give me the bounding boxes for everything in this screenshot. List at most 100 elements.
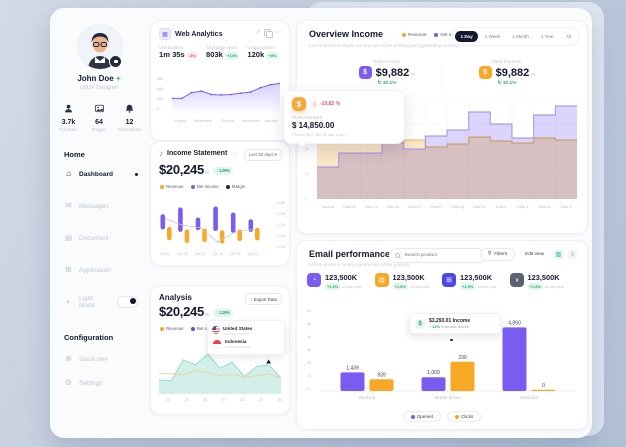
time-range-control: 1 Day 1 Week 1 Month 1 Year All xyxy=(452,27,579,46)
expand-icon[interactable]: ↗ xyxy=(254,30,260,36)
analysis-amount: $20,245.00 ↑ 1.29% xyxy=(159,304,233,319)
income-statement-card: ♪ Income Statement ⓘ Last 30 days ▾ $20,… xyxy=(150,141,290,266)
purchases-delta: ↓ -10,82 % xyxy=(311,100,340,108)
sidebar-item-document[interactable]: ▤ Document xyxy=(64,232,138,244)
light-mode-toggle[interactable] xyxy=(117,296,138,308)
range-all[interactable]: All xyxy=(565,34,571,39)
web-stat-visit-duration: Visit duration 1m 35s -8% xyxy=(159,45,198,59)
card-title: Income Statement xyxy=(167,150,228,157)
x-tick: Data Cc xyxy=(364,205,378,209)
card-title: Analysis xyxy=(159,293,192,302)
sidebar-item-dashboard[interactable]: ⌂ Dashboard xyxy=(64,168,138,180)
info-icon[interactable]: ⓘ xyxy=(231,151,237,158)
tooltip-row-us[interactable]: United States xyxy=(212,324,280,337)
purchases-popup[interactable]: $ ↓ -10,82 % PURCHASES $ 14,850.00 Recent… xyxy=(283,90,405,144)
legend-pill-clicks[interactable]: Clicks xyxy=(447,411,482,422)
trend-badge: +1.9% xyxy=(527,283,543,290)
tooltip-row-id[interactable]: Indonesia xyxy=(212,337,280,351)
sidebar-item-light-mode[interactable]: ◐ Light Mode xyxy=(64,295,138,309)
y-tick: 1.1B xyxy=(277,223,285,227)
stat-value: 12 xyxy=(125,119,134,126)
y-tick: 0.0B xyxy=(277,234,285,238)
legend-margin[interactable]: Margin xyxy=(225,184,245,189)
sidebar-item-label: Messages xyxy=(79,202,109,210)
x-tick: September xyxy=(193,119,213,123)
sidebar-item-application[interactable]: ⊞ Application xyxy=(64,264,138,276)
x-tick: 26 xyxy=(203,398,208,402)
x-tick: Data Ff xyxy=(430,205,442,209)
edit-view-button[interactable]: Edit view xyxy=(525,252,545,257)
sidebar-item-messages[interactable]: ✉ Messages xyxy=(64,200,138,212)
pie-chart-icon: ◔ xyxy=(307,273,321,287)
more-icon[interactable]: ⋯ xyxy=(275,30,281,36)
sidebar-item-stack-dev[interactable]: ⊕ Stack dev xyxy=(64,353,138,365)
range-1-day[interactable]: 1 Day xyxy=(455,31,478,42)
copy-icon[interactable] xyxy=(264,29,274,39)
y-tick: 6k xyxy=(307,309,312,313)
x-tick: 24 xyxy=(165,398,171,402)
purchases-amount: $ 14,850.00 xyxy=(292,121,335,130)
stat-label: Images xyxy=(91,127,107,132)
images-icon xyxy=(94,100,104,118)
purchases-label: PURCHASES xyxy=(292,115,323,120)
sidebar-item-settings[interactable]: ⚙ Settings xyxy=(64,377,138,389)
filters-button[interactable]: ∇ Filters xyxy=(480,248,516,261)
y-tick: 0 xyxy=(305,197,307,201)
x-tick: Data Aa xyxy=(321,205,335,209)
y-tick: 4k xyxy=(307,335,312,339)
legend-revenue[interactable]: Revenue xyxy=(402,32,426,37)
email-tile-1[interactable]: ◔ 123,500K +1.9% vs last year xyxy=(307,273,375,290)
legend-net-income[interactable]: Net income xyxy=(190,184,219,189)
profile-stat-images[interactable]: 64 Images xyxy=(85,100,114,132)
profile-stat-notifications[interactable]: 12 Notifications xyxy=(115,100,144,132)
columns-view-icon[interactable]: ▥ xyxy=(554,250,563,259)
line-chart-svg xyxy=(172,82,280,113)
y-tick: 3k xyxy=(307,348,312,352)
search-box[interactable] xyxy=(389,248,485,263)
sidebar-item-label: Light Mode xyxy=(78,295,96,309)
email-tile-4[interactable]: ◑ 123,500K +1.9% vs last year xyxy=(509,273,578,290)
legend-revenue[interactable]: Revenue xyxy=(160,184,184,189)
legend-net-income[interactable]: Net Income xyxy=(434,32,464,37)
search-input[interactable] xyxy=(402,252,479,259)
x-tick: 28 xyxy=(240,398,245,402)
range-1-week[interactable]: 1 Week xyxy=(484,34,501,39)
x-tick: 30 xyxy=(277,398,282,402)
range-1-year[interactable]: 1 Year xyxy=(540,34,554,39)
trend-badge: -8% xyxy=(186,52,198,59)
app-window: John Doe + UI/UX Designer 3.7k Followers… xyxy=(50,8,592,438)
export-data-button[interactable]: ↑ Export Data xyxy=(245,293,282,305)
sidebar-item-label: Application xyxy=(79,266,111,274)
x-tick: Data Dd xyxy=(386,205,400,209)
x-tick: January xyxy=(264,119,278,123)
dashboard-icon: ⌂ xyxy=(66,169,71,178)
document-icon: ▤ xyxy=(374,273,389,287)
profile-name: John Doe + xyxy=(77,74,121,83)
analysis-chart: 24 25 26 27 28 29 30 xyxy=(155,342,285,408)
sidebar-item-label: Document xyxy=(79,234,109,242)
card-subtitle: Lorem Ipsum is simply dummy text of the … xyxy=(309,262,409,267)
date-range-dropdown[interactable]: Last 30 days ▾ xyxy=(243,149,282,161)
email-tile-2[interactable]: ▤ 123,500K +1.9% vs last year xyxy=(374,273,443,290)
legend-pill-opened[interactable]: Opened xyxy=(402,411,442,422)
settings-icon: ⚙ xyxy=(64,378,73,387)
analysis-badge: ↑ 1.29% xyxy=(213,308,233,317)
avatar[interactable] xyxy=(77,24,123,70)
profile-stat-followers[interactable]: 3.7k Followers xyxy=(54,100,83,132)
email-reports-card: Email performance reports Lorem Ipsum is… xyxy=(296,240,588,430)
x-tick: 29 xyxy=(258,398,264,402)
svg-text:939: 939 xyxy=(377,372,386,378)
x-tick: Data Jj xyxy=(517,205,529,209)
email-chart-legend: Opened Clicks xyxy=(297,411,587,422)
camera-icon[interactable] xyxy=(109,55,122,68)
range-1-month[interactable]: 1 Month xyxy=(512,34,529,39)
email-tile-3[interactable]: ⊞ 123,500K +1.9% vs last year xyxy=(442,273,510,290)
list-view-icon[interactable]: ≡ xyxy=(568,250,577,259)
sidebar-item-label: Settings xyxy=(79,379,103,387)
overview-stat-data-expense: Data Expense $ $9,882.00 ↻ 32.1% xyxy=(447,59,567,86)
pie-chart-icon: ◑ xyxy=(509,273,524,287)
legend-revenue[interactable]: Revenue xyxy=(160,326,184,331)
trend-badge: +8% xyxy=(266,52,279,59)
web-stat-unique-visitors: Unique visitors 120k +8% xyxy=(247,45,279,59)
